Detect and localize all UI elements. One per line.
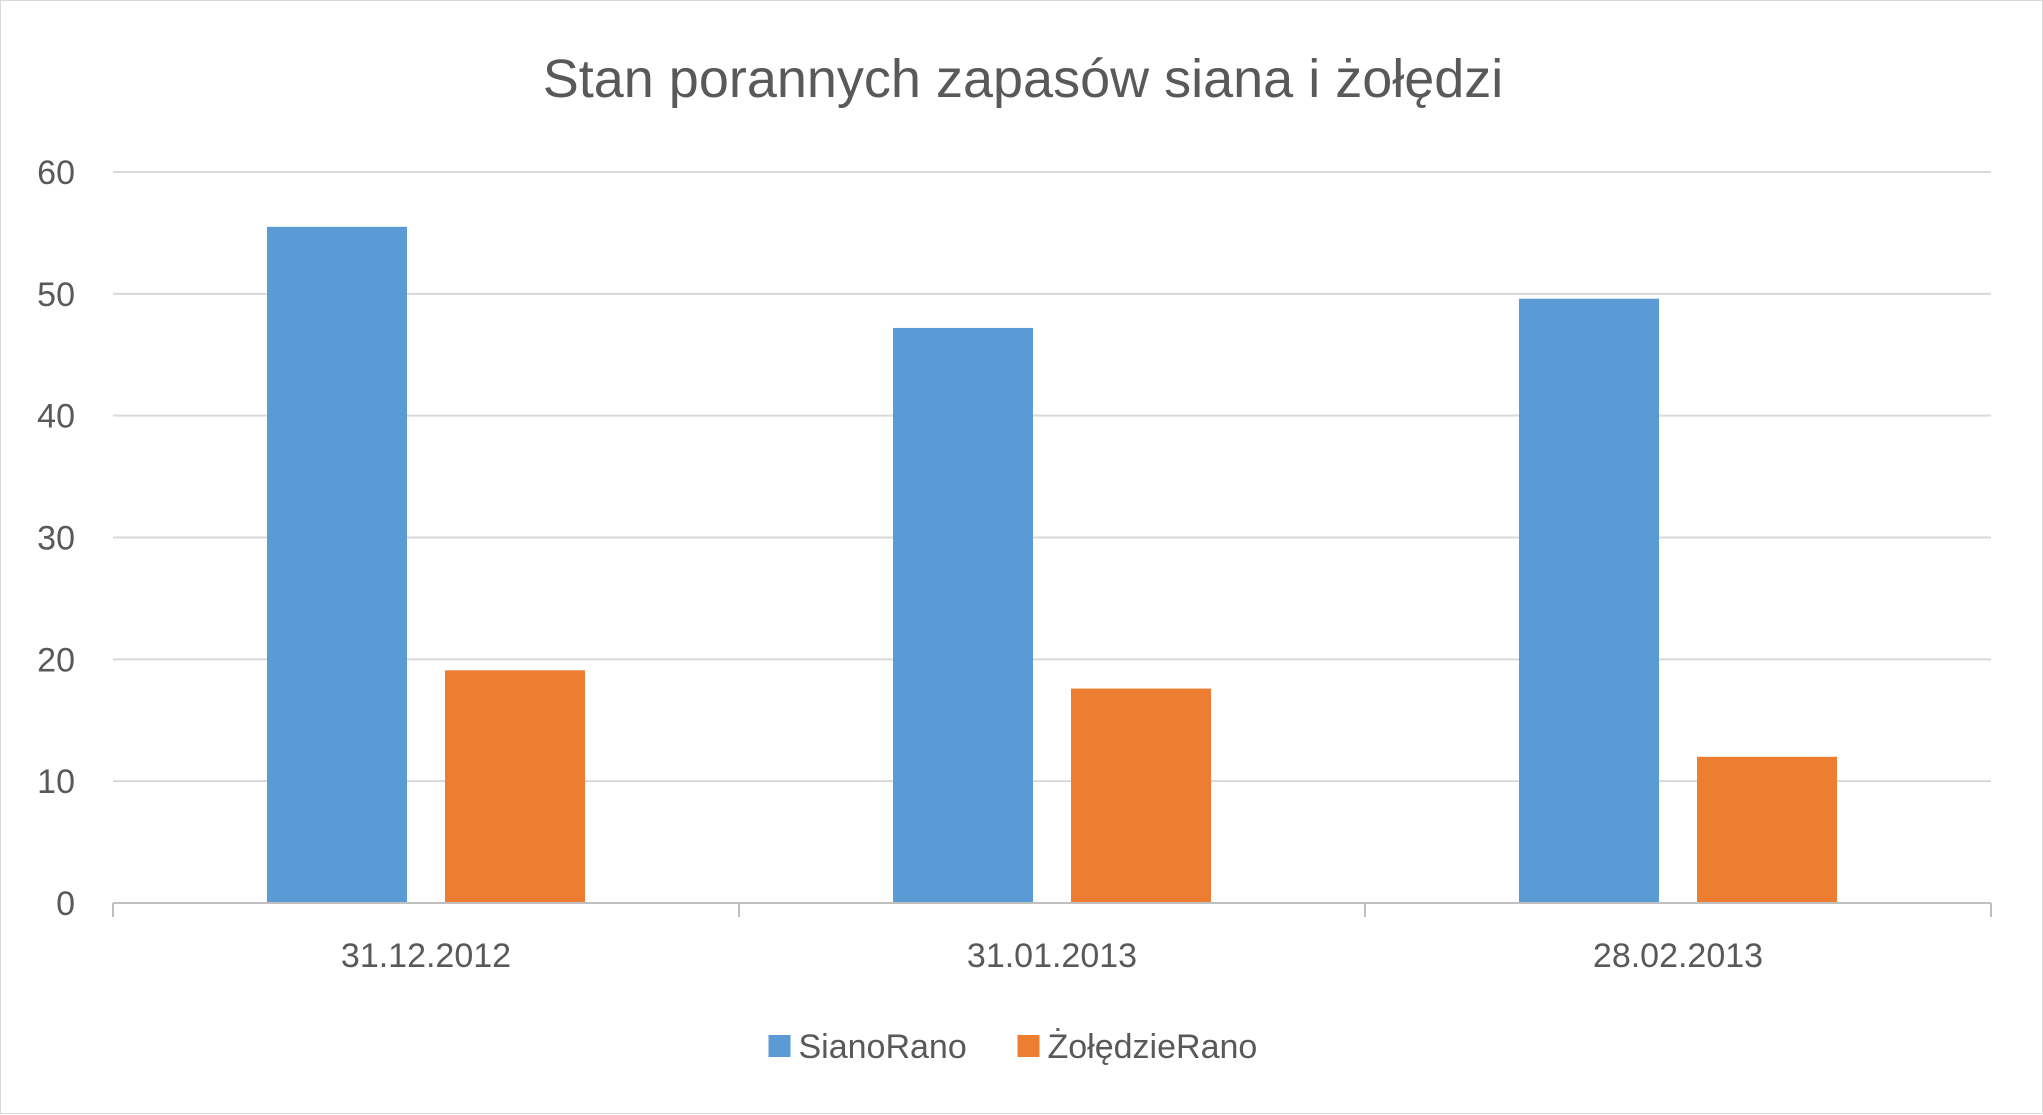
bar xyxy=(1697,756,1837,903)
bar xyxy=(1519,298,1659,903)
bar xyxy=(267,226,407,903)
x-axis: 31.12.2012 31.01.2013 28.02.2013 xyxy=(112,902,1992,975)
y-axis-ticks: 0 10 20 30 40 50 60 xyxy=(37,154,75,923)
y-tick-label: 60 xyxy=(37,154,75,192)
x-tick-label: 28.02.2013 xyxy=(1593,937,1763,975)
legend-label: SianoRano xyxy=(799,1028,967,1066)
y-tick-label: 40 xyxy=(37,398,75,436)
x-tick-label: 31.12.2012 xyxy=(341,937,511,975)
y-tick-label: 20 xyxy=(37,641,75,679)
legend-swatch xyxy=(768,1035,791,1057)
bars xyxy=(267,226,1837,903)
chart-title: Stan porannych zapasów siana i żołędzi xyxy=(543,49,1504,109)
legend: SianoRano ŻołędzieRano xyxy=(768,1028,1258,1066)
y-tick-label: 30 xyxy=(37,520,75,558)
legend-swatch xyxy=(1017,1035,1040,1057)
x-tick-label: 31.01.2013 xyxy=(967,937,1137,975)
legend-label: ŻołędzieRano xyxy=(1048,1028,1258,1066)
bar xyxy=(445,670,585,903)
y-tick-label: 0 xyxy=(56,885,75,923)
bar xyxy=(1071,688,1211,903)
y-tick-label: 50 xyxy=(37,276,75,314)
gridlines xyxy=(113,171,1991,783)
bar xyxy=(893,327,1033,903)
y-tick-label: 10 xyxy=(37,763,75,801)
